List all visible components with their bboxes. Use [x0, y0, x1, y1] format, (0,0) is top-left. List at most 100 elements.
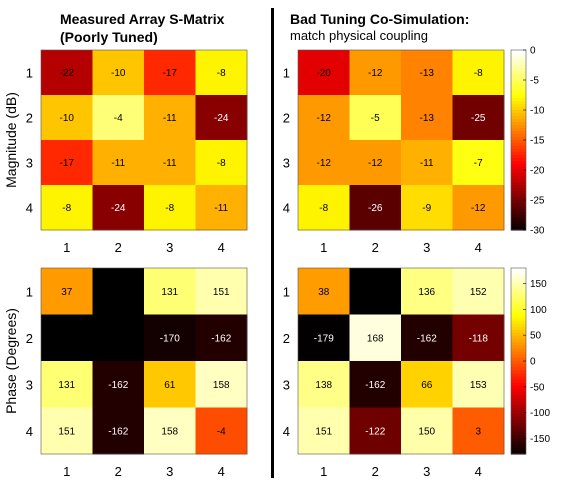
- colorbar-band: [511, 77, 526, 81]
- cell-value-label: 3: [475, 426, 481, 437]
- cell-value-label: -12: [368, 158, 383, 169]
- cell-value-label: -179: [314, 333, 334, 344]
- colorbar-band: [511, 164, 526, 168]
- colorbar-band: [511, 311, 526, 316]
- cell-value-label: -170: [160, 333, 180, 344]
- colorbar-band: [511, 370, 526, 374]
- colorbar-band: [511, 146, 526, 150]
- heatmap-cell: [92, 314, 145, 362]
- colorbar-band: [511, 197, 526, 201]
- cell-value-label: -17: [60, 158, 75, 169]
- colorbar-band: [511, 326, 526, 331]
- cell-value-label: -13: [420, 68, 435, 79]
- heatmap-cell: [298, 140, 350, 186]
- heatmap-cell: [452, 95, 505, 141]
- x-tick-label: 2: [115, 464, 122, 479]
- colorbar-tick-label: 50: [530, 331, 542, 342]
- colorbar-band: [511, 218, 526, 222]
- y-tick-label: 1: [283, 66, 290, 81]
- heatmap-cell: [144, 314, 196, 362]
- cell-value-label: -162: [211, 333, 231, 344]
- colorbar-band: [511, 416, 526, 421]
- heatmap-cell: [401, 95, 453, 141]
- x-tick-label: 1: [320, 464, 327, 479]
- heatmap-cell: [144, 407, 196, 455]
- colorbar-band: [511, 149, 526, 153]
- heatmap-cell: [298, 407, 350, 455]
- colorbar-band: [511, 423, 526, 427]
- cell-value-label: -5: [371, 113, 380, 124]
- x-tick-label: 4: [475, 240, 482, 255]
- colorbar-band: [511, 215, 526, 219]
- heatmap-cell: [195, 140, 248, 186]
- colorbar-band: [511, 158, 526, 162]
- colorbar-band: [511, 308, 526, 312]
- cell-value-label: -8: [319, 203, 328, 214]
- colorbar-band: [511, 441, 526, 446]
- y-tick-label: 2: [283, 331, 290, 346]
- colorbar-band: [511, 438, 526, 443]
- cell-value-label: -12: [471, 203, 486, 214]
- colorbar-band: [511, 283, 526, 288]
- cell-value-label: -11: [420, 158, 434, 169]
- heatmap-cell: [92, 407, 145, 455]
- colorbar-band: [511, 333, 526, 337]
- cell-value-label: -10: [60, 113, 75, 124]
- cell-value-label: 150: [418, 426, 435, 437]
- colorbar-tick-label: -100: [530, 408, 550, 419]
- colorbar-band: [511, 398, 526, 402]
- colorbar-band: [511, 379, 526, 384]
- colorbar-band: [511, 376, 526, 381]
- heatmap-cell: [41, 140, 93, 186]
- cell-value-label: -11: [163, 113, 177, 124]
- y-tick-label: 2: [283, 111, 290, 126]
- y-axis-label: Phase (Degrees): [3, 308, 19, 414]
- colorbar-band: [511, 320, 526, 325]
- heatmap-cell: [195, 95, 248, 141]
- cell-value-label: -11: [111, 158, 125, 169]
- plot-frame: [40, 49, 248, 231]
- colorbar-tick-label: -15: [530, 136, 545, 147]
- heatmap-cell: [401, 50, 453, 96]
- left-title-line2: (Poorly Tuned): [60, 29, 158, 45]
- heatmap-cell: [349, 407, 402, 455]
- heatmap-cell: [92, 50, 145, 96]
- colorbar-band: [511, 429, 526, 433]
- x-tick-label: 1: [63, 240, 70, 255]
- colorbar-band: [511, 410, 526, 415]
- colorbar-band: [511, 432, 526, 436]
- x-tick-label: 4: [218, 464, 225, 479]
- colorbar-band: [511, 185, 526, 189]
- heatmap-cell: [349, 185, 402, 231]
- colorbar-band: [511, 50, 526, 54]
- heatmap-cell: [401, 407, 453, 455]
- colorbar-band: [511, 194, 526, 198]
- colorbar-band: [511, 395, 526, 399]
- heatmap-cell: [349, 140, 402, 186]
- cell-value-label: -12: [368, 68, 383, 79]
- heatmap-cell: [195, 407, 248, 455]
- colorbar-band: [511, 388, 526, 393]
- colorbar-band: [511, 86, 526, 90]
- colorbar-band: [511, 339, 526, 343]
- colorbar-band: [511, 89, 526, 93]
- heatmap-cell: [452, 314, 505, 362]
- y-tick-label: 3: [26, 377, 33, 392]
- cell-value-label: 66: [421, 380, 433, 391]
- cell-value-label: -118: [469, 333, 489, 344]
- panel-divider: [271, 8, 274, 478]
- colorbar-band: [511, 392, 526, 396]
- colorbar-band: [511, 80, 526, 84]
- heatmap-cell: [349, 268, 402, 315]
- cell-value-label: -17: [163, 68, 178, 79]
- y-tick-label: 3: [26, 156, 33, 171]
- colorbar-band: [511, 170, 526, 174]
- colorbar-band: [511, 302, 526, 306]
- colorbar-band: [511, 161, 526, 165]
- heatmap-cell: [41, 185, 93, 231]
- cell-value-label: -11: [214, 203, 228, 214]
- heatmap-cell: [195, 361, 248, 408]
- colorbar-band: [511, 74, 526, 78]
- colorbar-band: [511, 314, 526, 319]
- x-tick-label: 2: [372, 464, 379, 479]
